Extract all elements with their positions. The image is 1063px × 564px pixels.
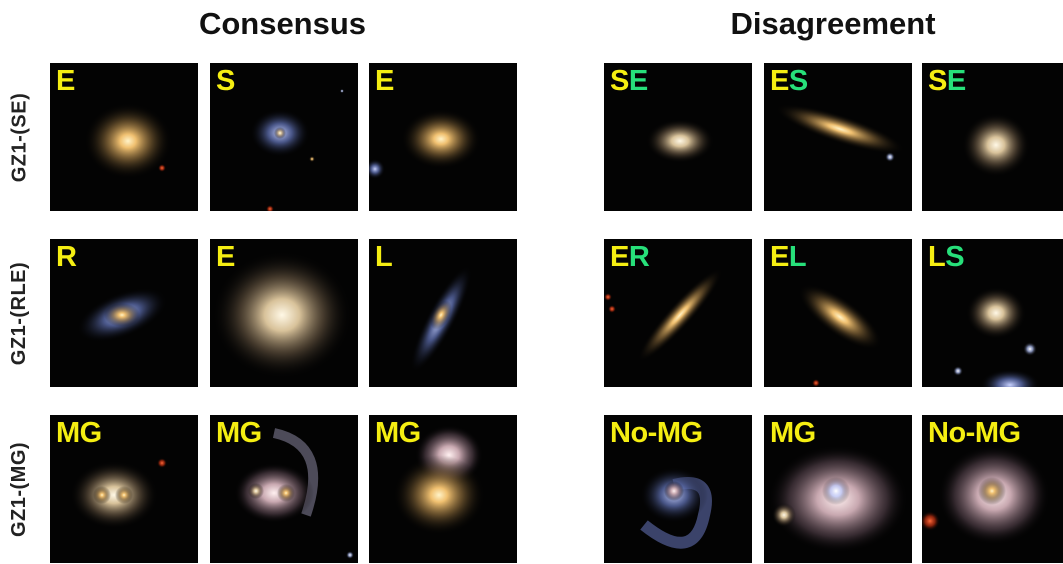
tile-label-primary: L (375, 241, 393, 273)
row-label-rle: GZ1-(RLE) (8, 261, 31, 365)
galaxy-tile-r0-c2: E (369, 63, 517, 211)
galaxy-tile-r1-c0: R (50, 239, 198, 387)
galaxy-tile-r0-c4: ES (764, 63, 912, 211)
tile-label-secondary: R (628, 241, 650, 273)
galaxy-tile-r2-c5: No-MG (922, 415, 1063, 563)
tile-label-secondary: E (628, 65, 648, 97)
tile-label-primary: E (56, 65, 75, 97)
galaxy-tile-r1-c4: EL (764, 239, 912, 387)
row-label-se: GZ1-(SE) (8, 92, 31, 182)
galaxy-tile-r0-c1: S (210, 63, 358, 211)
galaxy-tile-r0-c0: E (50, 63, 198, 211)
galaxy-tile-r2-c0: MG (50, 415, 198, 563)
heading-disagreement: Disagreement (730, 6, 936, 41)
galaxy-tile-r1-c5: LS (922, 239, 1063, 387)
tile-label-primary: E (610, 241, 629, 273)
tile-label-primary: MG (56, 417, 102, 449)
tile-label-primary: MG (375, 417, 421, 449)
heading-consensus: Consensus (198, 6, 367, 41)
tile-label-primary: L (928, 241, 946, 273)
tile-label-secondary: S (788, 65, 808, 97)
tile-label-primary: R (56, 241, 77, 273)
tile-label-primary: S (928, 65, 947, 97)
galaxy-tile-r2-c3: No-MG (604, 415, 752, 563)
tile-label-primary: E (770, 65, 789, 97)
galaxy-tile-r1-c3: ER (604, 239, 752, 387)
tile-label-primary: E (216, 241, 235, 273)
tile-label-primary: MG (770, 417, 816, 449)
galaxy-tile-r0-c3: SE (604, 63, 752, 211)
tile-label-primary: No-MG (928, 417, 1021, 449)
tile-label-primary: E (770, 241, 789, 273)
galaxy-tile-r0-c5: SE (922, 63, 1063, 211)
tile-label-primary: E (375, 65, 394, 97)
galaxy-tile-r1-c2: L (369, 239, 517, 387)
galaxy-tile-r2-c4: MG (764, 415, 912, 563)
tile-label-secondary: E (946, 65, 966, 97)
tile-label-primary: S (610, 65, 629, 97)
tile-label-primary: MG (216, 417, 262, 449)
tile-label-primary: No-MG (610, 417, 703, 449)
tile-label-primary: S (216, 65, 235, 97)
galaxy-tile-r1-c1: E (210, 239, 358, 387)
galaxy-tile-r2-c2: MG (369, 415, 517, 563)
row-label-mg: GZ1-(MG) (8, 441, 31, 537)
tile-label-secondary: S (945, 241, 965, 273)
tile-label-secondary: L (788, 241, 807, 273)
galaxy-tile-r2-c1: MG (210, 415, 358, 563)
